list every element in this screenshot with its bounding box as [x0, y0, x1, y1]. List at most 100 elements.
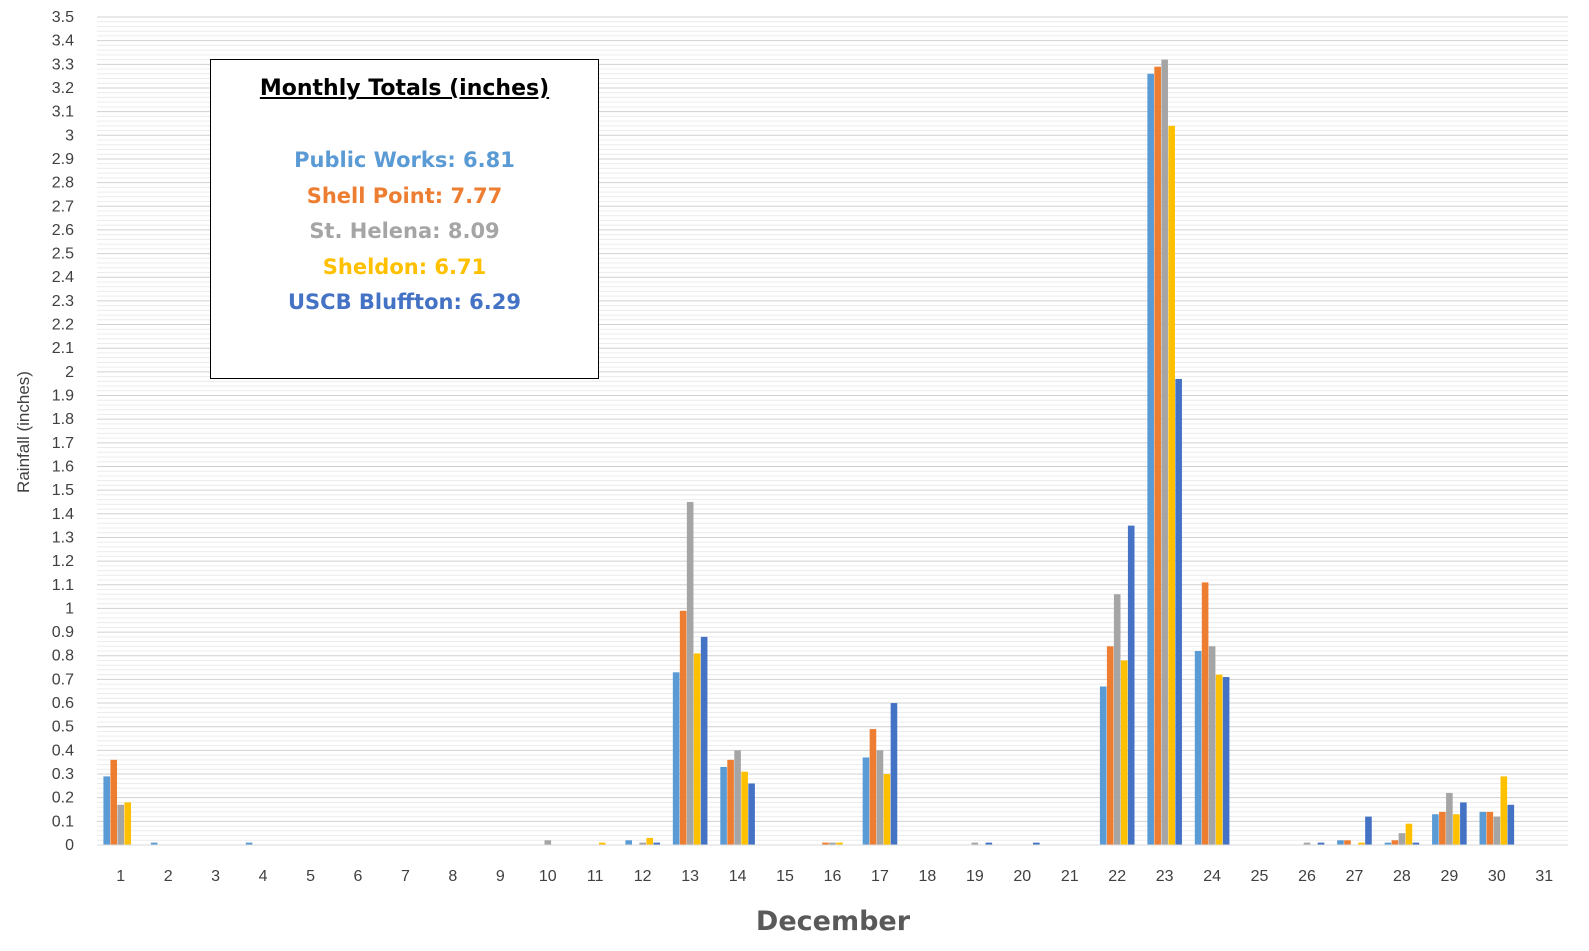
bar — [1486, 811, 1494, 845]
bar — [1337, 840, 1344, 845]
bar — [1453, 814, 1460, 845]
bar — [869, 729, 877, 845]
bar — [971, 842, 979, 845]
bar — [639, 842, 646, 845]
bar — [598, 842, 606, 845]
bar — [1106, 646, 1114, 845]
bar — [1175, 378, 1182, 845]
bar — [890, 703, 898, 845]
x-tick-label: 14 — [729, 868, 747, 885]
x-tick-label: 3 — [211, 868, 220, 885]
x-tick-label: 10 — [539, 868, 557, 885]
bar — [1493, 816, 1501, 845]
x-tick-label: 9 — [496, 868, 505, 885]
y-tick-label: 2.2 — [52, 317, 74, 334]
y-tick-label: 3 — [65, 127, 74, 144]
y-tick-label: 1.4 — [52, 506, 74, 523]
x-tick-label: 20 — [1013, 868, 1031, 885]
total-public-works: Public Works: 6.81 — [294, 148, 515, 172]
y-tick-label: 3.2 — [52, 80, 74, 97]
x-tick-label: 2 — [164, 868, 173, 885]
monthly-totals-list: Public Works: 6.81 Shell Point: 7.77 St.… — [211, 143, 598, 321]
y-tick-label: 3.4 — [52, 33, 74, 50]
x-tick-label: 18 — [919, 868, 937, 885]
bar — [1201, 582, 1209, 845]
y-axis-ticks: 0 0.1 0.2 0.3 0.4 0.5 0.6 0.7 0.8 0.9 1 1.1 1.2 1.3 1.… — [52, 9, 74, 854]
bar — [1215, 674, 1223, 845]
x-tick-label: 13 — [681, 868, 699, 885]
bar — [836, 842, 843, 845]
x-tick-label: 1 — [116, 868, 125, 885]
y-tick-label: 3.1 — [52, 104, 74, 121]
bar — [1222, 677, 1230, 845]
bar — [693, 653, 701, 845]
bar — [1120, 660, 1128, 845]
y-tick-label: 2.9 — [52, 151, 74, 168]
bar — [883, 774, 891, 845]
x-tick-label: 19 — [966, 868, 984, 885]
bar — [985, 842, 993, 845]
bar — [1500, 776, 1508, 845]
y-tick-label: 1.9 — [52, 388, 74, 405]
total-shell-point: Shell Point: 7.77 — [306, 183, 503, 208]
bar — [822, 842, 829, 845]
bar — [1384, 842, 1392, 845]
y-tick-label: 2.8 — [52, 175, 74, 192]
bar — [1412, 842, 1420, 845]
bar — [544, 840, 552, 845]
x-tick-label: 27 — [1346, 868, 1364, 885]
bar — [117, 804, 125, 845]
x-tick-label: 25 — [1251, 868, 1269, 885]
x-tick-label: 31 — [1535, 868, 1553, 885]
bar — [124, 802, 132, 845]
y-tick-label: 2.6 — [52, 222, 74, 239]
bar — [1446, 792, 1453, 845]
total-uscb-bluffton: USCB Bluffton: 6.29 — [287, 290, 521, 314]
y-tick-label: 0.5 — [52, 719, 74, 736]
x-axis-ticks: 1 2 3 4 5 6 7 8 9 10 11 12 13 14 15 16 17 18 19 20 21 22 23 24 2… — [116, 868, 1553, 885]
bar — [679, 610, 687, 845]
bar — [1344, 840, 1351, 845]
bar — [103, 776, 111, 845]
bar — [727, 759, 734, 845]
bar — [1161, 59, 1168, 845]
x-tick-label: 28 — [1393, 868, 1411, 885]
bar — [150, 842, 158, 845]
y-tick-label: 1.2 — [52, 553, 74, 570]
bar — [625, 840, 632, 845]
bars — [103, 59, 1515, 846]
x-tick-label: 16 — [824, 868, 842, 885]
x-tick-label: 30 — [1488, 868, 1506, 885]
y-tick-label: 2.1 — [52, 340, 74, 357]
x-tick-label: 12 — [634, 868, 652, 885]
bar — [245, 842, 253, 845]
bar — [1479, 811, 1487, 845]
y-tick-label: 3.5 — [52, 9, 74, 26]
bar — [1358, 842, 1365, 845]
bar — [1168, 125, 1175, 845]
x-tick-label: 15 — [776, 868, 794, 885]
y-tick-label: 0 — [65, 837, 74, 854]
x-tick-label: 29 — [1440, 868, 1458, 885]
bar — [1460, 802, 1467, 845]
x-tick-label: 26 — [1298, 868, 1316, 885]
bar — [1432, 814, 1439, 845]
y-tick-label: 3.3 — [52, 56, 74, 73]
bar — [672, 672, 680, 845]
y-tick-label: 1.3 — [52, 529, 74, 546]
bar — [686, 501, 694, 845]
y-tick-label: 1 — [65, 600, 74, 617]
bar — [876, 750, 884, 845]
y-tick-label: 1.5 — [52, 482, 74, 499]
x-tick-label: 5 — [306, 868, 315, 885]
bar — [1113, 594, 1121, 845]
x-axis-title: December — [756, 906, 911, 937]
y-tick-label: 2.5 — [52, 246, 74, 263]
y-tick-label: 0.8 — [52, 648, 74, 665]
total-st-helena: St. Helena: 8.09 — [309, 219, 500, 243]
x-tick-label: 7 — [401, 868, 410, 885]
bar — [1439, 811, 1446, 845]
bar — [1365, 816, 1372, 845]
bar — [1194, 651, 1202, 845]
bar — [653, 842, 660, 845]
